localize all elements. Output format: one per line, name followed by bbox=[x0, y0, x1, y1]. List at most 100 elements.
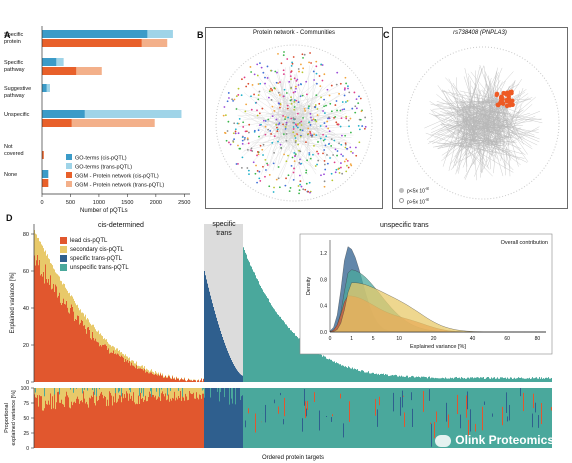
node bbox=[343, 108, 346, 111]
variance-bar-unspecific-trans bbox=[412, 375, 413, 382]
variance-bar-unspecific-trans bbox=[315, 351, 316, 382]
node bbox=[262, 71, 265, 74]
prop-bar-lead-cis bbox=[155, 388, 156, 448]
prop-bar-lead-cis bbox=[77, 388, 78, 448]
variance-bar-unspecific-trans bbox=[510, 377, 511, 382]
edge bbox=[487, 122, 490, 143]
variance-bar-unspecific-trans bbox=[278, 314, 279, 382]
prop-bar-secondary-cis bbox=[109, 388, 110, 392]
edge bbox=[503, 115, 536, 132]
node bbox=[330, 84, 333, 87]
variance-bar-secondary-cis bbox=[173, 378, 174, 379]
variance-bar-unspecific-trans bbox=[271, 305, 272, 382]
prop-bar-unspecific-trans bbox=[438, 388, 439, 448]
variance-bar-unspecific-trans bbox=[331, 359, 332, 382]
node bbox=[328, 116, 330, 119]
variance-bar-lead-cis bbox=[128, 362, 129, 382]
significant-node bbox=[494, 91, 500, 97]
prop-bar-lead-cis bbox=[151, 388, 152, 448]
prop-bar-specific-trans bbox=[239, 388, 240, 448]
node bbox=[280, 147, 283, 150]
variance-bar-secondary-cis bbox=[84, 316, 85, 326]
prop-bar-unspecific-trans bbox=[490, 388, 491, 448]
node bbox=[307, 107, 310, 110]
node bbox=[302, 67, 305, 70]
node bbox=[296, 124, 299, 126]
variance-bar-lead-cis bbox=[159, 376, 160, 382]
prop-bar-lead-cis bbox=[41, 388, 42, 448]
prop-bar-secondary-cis bbox=[44, 388, 45, 409]
edge bbox=[493, 110, 500, 174]
variance-bar-lead-cis bbox=[167, 378, 168, 382]
prop-bar-lead-cis bbox=[146, 388, 147, 448]
variance-bar-unspecific-trans bbox=[406, 375, 407, 382]
edge bbox=[450, 113, 489, 149]
variance-bar-lead-cis bbox=[78, 315, 79, 382]
prop-bar-unspecific-trans bbox=[358, 388, 359, 448]
prop-bar-secondary-cis bbox=[191, 388, 192, 395]
variance-bar-unspecific-trans bbox=[286, 324, 287, 382]
variance-bar-lead-cis bbox=[37, 254, 38, 382]
prop-bar-unspecific-trans bbox=[485, 388, 486, 448]
edge bbox=[279, 81, 287, 140]
prop-bar-secondary-cis bbox=[69, 388, 70, 408]
node bbox=[248, 123, 251, 126]
node bbox=[305, 80, 308, 83]
node bbox=[285, 123, 288, 126]
variance-bar-secondary-cis bbox=[133, 360, 134, 366]
node bbox=[290, 96, 292, 99]
prop-bar-secondary-cis bbox=[127, 388, 128, 394]
node bbox=[290, 65, 293, 67]
variance-bar-lead-cis bbox=[85, 328, 86, 382]
node bbox=[240, 94, 243, 97]
variance-bar-unspecific-trans bbox=[262, 289, 263, 382]
node bbox=[231, 98, 234, 101]
node bbox=[345, 82, 348, 85]
prop-bar-mixed bbox=[326, 416, 327, 417]
prop-bar-unspecific-trans bbox=[492, 388, 493, 448]
variance-bar-lead-cis bbox=[183, 379, 184, 382]
edge bbox=[290, 99, 351, 139]
prop-bar-secondary-cis bbox=[181, 388, 182, 401]
edge bbox=[459, 105, 542, 121]
node bbox=[308, 61, 310, 64]
prop-bar-unspecific-trans bbox=[293, 388, 294, 448]
prop-bar-unspecific-trans bbox=[375, 388, 376, 448]
variance-bar-specific-trans bbox=[220, 330, 221, 382]
variance-bar-unspecific-trans bbox=[309, 348, 310, 382]
variance-bar-secondary-cis bbox=[56, 273, 57, 287]
x-tick-label: 0 bbox=[40, 200, 43, 206]
variance-bar-lead-cis bbox=[191, 380, 192, 382]
variance-bar-lead-cis bbox=[110, 352, 111, 382]
prop-bar-mixed bbox=[460, 414, 461, 429]
variance-bar-specific-trans bbox=[217, 321, 218, 382]
x-tick-label: 2500 bbox=[178, 200, 190, 206]
prop-bar-unspecific-trans bbox=[312, 388, 313, 448]
prop-bar-secondary-cis bbox=[197, 388, 198, 398]
node bbox=[227, 120, 230, 123]
prop-bar-secondary-cis bbox=[67, 388, 68, 396]
variance-bar-specific-trans bbox=[239, 373, 240, 382]
prop-bar-unspecific-trans bbox=[428, 388, 429, 448]
variance-bar-unspecific-trans bbox=[342, 365, 343, 382]
node bbox=[300, 162, 303, 165]
variance-bar-lead-cis bbox=[68, 312, 69, 382]
wechat-logo-icon bbox=[435, 434, 452, 447]
variance-bar-unspecific-trans bbox=[367, 372, 368, 382]
variance-bar-secondary-cis bbox=[106, 339, 107, 346]
prop-bar-lead-cis bbox=[172, 388, 173, 448]
variance-bar-unspecific-trans bbox=[488, 377, 489, 382]
variance-bar-unspecific-trans bbox=[378, 373, 379, 382]
prop-bar-lead-cis bbox=[138, 388, 139, 448]
prop-bar-unspecific-trans bbox=[380, 388, 381, 448]
edge bbox=[454, 103, 487, 158]
prop-bar-unspecific-trans bbox=[342, 388, 343, 448]
node bbox=[258, 170, 261, 173]
variance-bar-unspecific-trans bbox=[540, 378, 541, 382]
prop-bar-unspecific-trans bbox=[548, 388, 549, 448]
variance-bar-secondary-cis bbox=[139, 366, 140, 369]
prop-bar-unspecific-trans bbox=[346, 388, 347, 448]
node bbox=[271, 89, 274, 91]
variance-bar-unspecific-trans bbox=[293, 332, 294, 382]
variance-bar-secondary-cis bbox=[75, 303, 76, 319]
